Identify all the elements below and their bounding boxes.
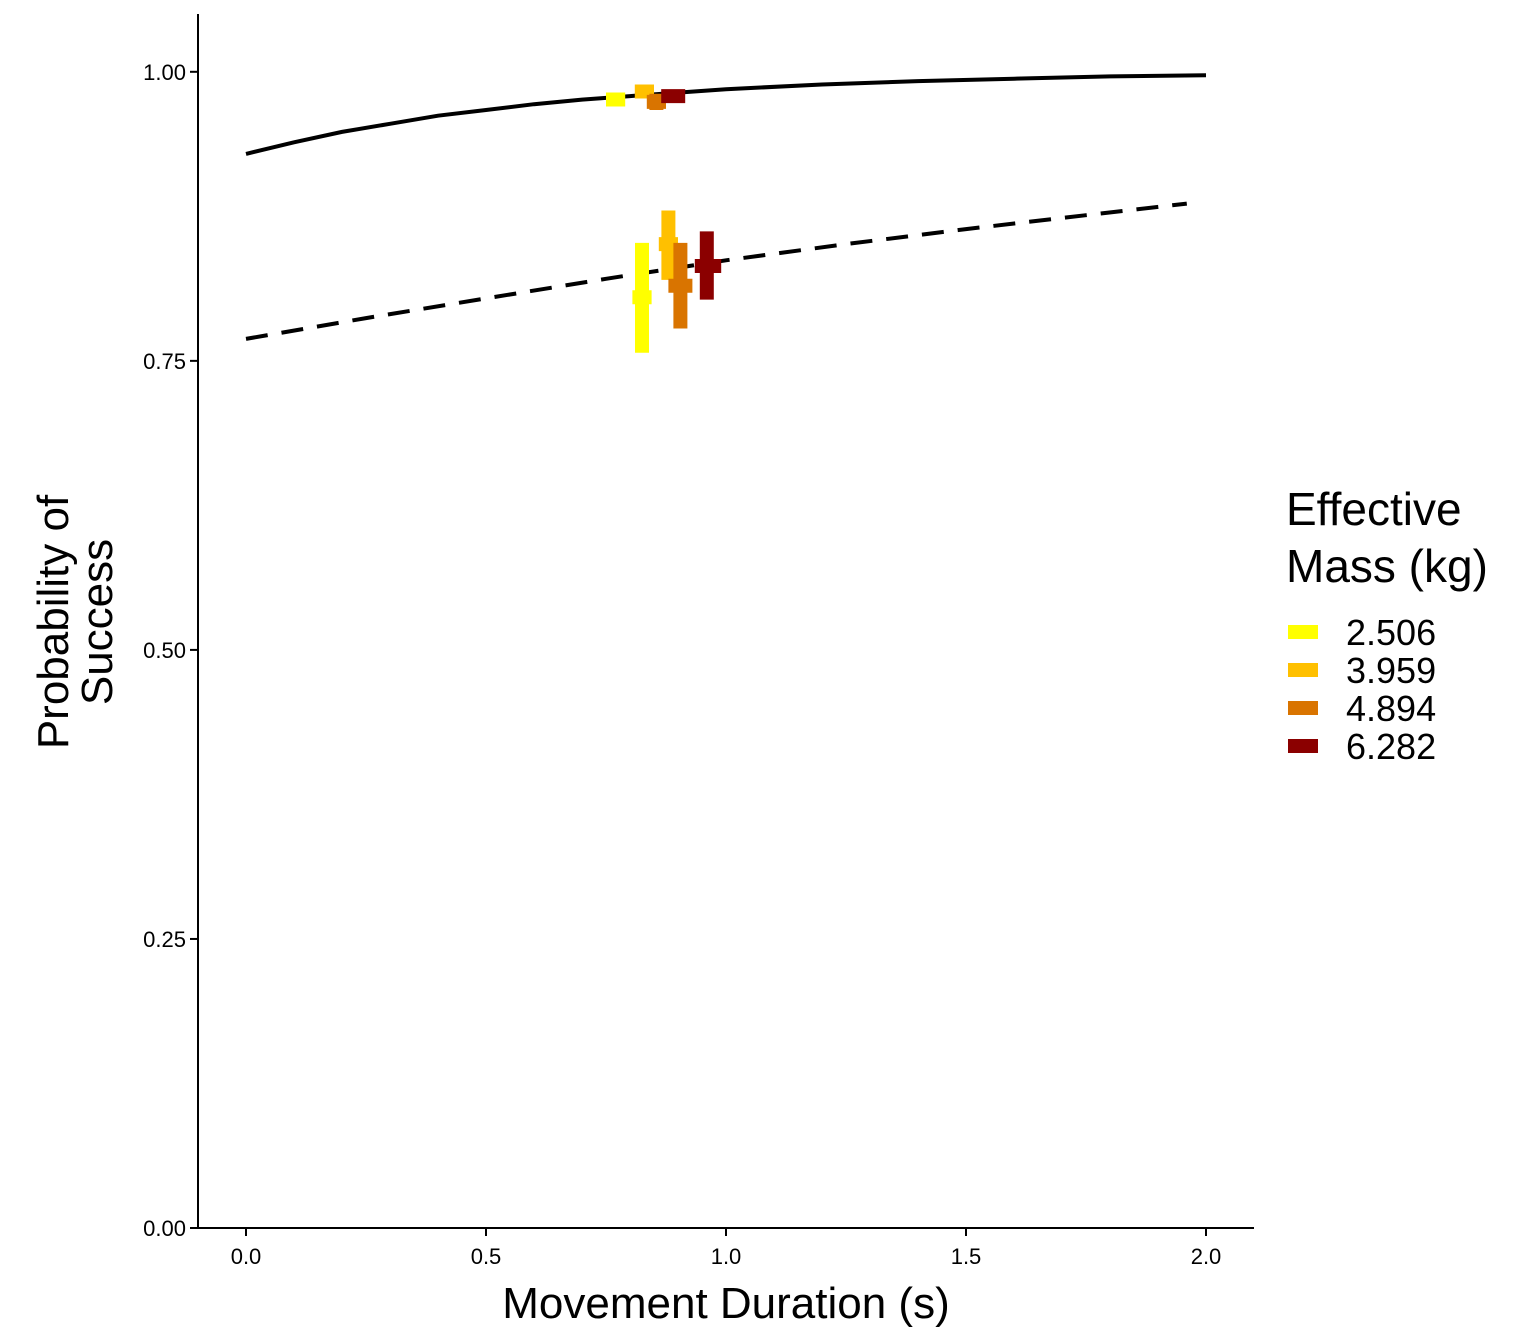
y-axis-title-line2: Success [73, 539, 122, 705]
legend-swatch [1288, 625, 1318, 639]
y-ticks: 0.00 0.25 0.50 0.75 1.00 [143, 60, 198, 1241]
y-tick-label: 0.50 [143, 638, 186, 663]
plot-panel: 0.0 0.5 1.0 1.5 2.0 0.00 0.25 0.50 0.75 1.00 [143, 14, 1254, 1269]
legend-label: 6.282 [1346, 726, 1436, 767]
legend-swatch [1288, 739, 1318, 753]
y-tick-label: 1.00 [143, 60, 186, 85]
x-ticks: 0.0 0.5 1.0 1.5 2.0 [231, 1228, 1222, 1269]
y-tick-label: 0.75 [143, 349, 186, 374]
data-lines [245, 73, 1207, 341]
data-points [606, 84, 722, 353]
x-tick-label: 1.5 [951, 1244, 982, 1269]
x-tick-label: 1.0 [711, 1244, 742, 1269]
y-tick-label: 0.00 [143, 1216, 186, 1241]
x-tick-label: 0.5 [471, 1244, 502, 1269]
x-axis-title: Movement Duration (s) [502, 1279, 949, 1328]
x-tick-label: 2.0 [1191, 1244, 1222, 1269]
legend-title-line2: Mass (kg) [1286, 540, 1488, 592]
y-tick-label: 0.25 [143, 927, 186, 952]
legend-label: 4.894 [1346, 688, 1436, 729]
legend-label: 3.959 [1346, 650, 1436, 691]
solid-fit-line [245, 73, 1207, 156]
y-axis-title-line1: Probability of [29, 494, 78, 749]
x-tick-label: 0.0 [231, 1244, 262, 1269]
legend-swatch [1288, 701, 1318, 715]
dashed-fit-line [245, 201, 1188, 341]
legend-label: 2.506 [1346, 612, 1436, 653]
legend-title-line1: Effective [1286, 483, 1462, 535]
legend-swatch [1288, 663, 1318, 677]
